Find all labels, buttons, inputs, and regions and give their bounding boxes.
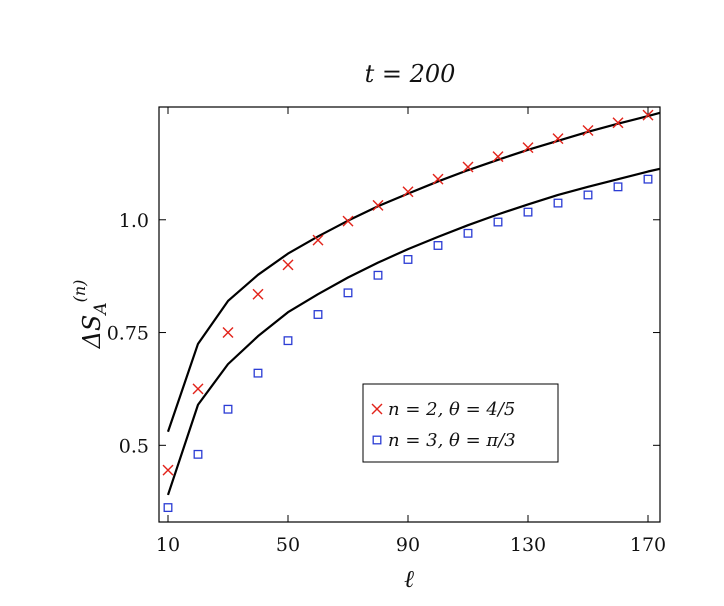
data-point-series-1 — [222, 327, 234, 339]
y-tick-label: 0.5 — [119, 435, 149, 457]
fit-curve-2 — [166, 167, 661, 496]
data-point-series-1 — [162, 464, 174, 476]
data-point-series-1 — [372, 199, 384, 211]
legend-marker-2 — [372, 435, 382, 445]
fit-curves — [166, 111, 661, 496]
data-point-series-1 — [582, 124, 594, 136]
data-point-series-2 — [283, 336, 293, 346]
data-point-series-1 — [432, 173, 444, 185]
data-point-series-2 — [313, 310, 323, 319]
data-point-series-1 — [522, 142, 534, 154]
data-point-series-1 — [462, 161, 474, 173]
fit-curve-1 — [166, 111, 661, 433]
x-tick-label: 90 — [396, 534, 420, 556]
data-point-series-2 — [253, 368, 263, 378]
data-point-series-1 — [492, 151, 504, 163]
data-point-series-1 — [402, 186, 414, 198]
legend: n = 2, θ = 4/5 n = 3, θ = π/3 — [362, 383, 559, 463]
x-axis-label: ℓ — [404, 565, 414, 593]
legend-label-1: n = 2, θ = 4/5 — [388, 399, 515, 420]
data-point-series-1 — [612, 117, 624, 129]
data-point-series-1 — [282, 259, 294, 271]
data-point-series-1 — [552, 133, 564, 145]
chart-title: t = 200 — [365, 60, 456, 88]
x-tick-label: 50 — [276, 534, 300, 556]
data-point-series-1 — [252, 288, 264, 300]
legend-box — [362, 383, 559, 463]
data-point-series-2 — [433, 241, 443, 250]
data-point-series-2 — [193, 449, 203, 459]
x-tick-label: 170 — [630, 534, 666, 556]
data-point-series-2 — [553, 198, 563, 208]
data-point-series-1 — [342, 215, 354, 227]
data-point-series-1 — [192, 383, 204, 395]
data-point-series-2 — [493, 217, 503, 227]
data-markers — [162, 109, 654, 513]
plot-frame — [158, 106, 661, 523]
data-point-series-1 — [642, 109, 654, 121]
data-point-series-2 — [343, 288, 353, 298]
data-point-series-2 — [163, 503, 173, 513]
ticks: 10 50 90 130 170 0.5 0.75 1.0 — [107, 107, 666, 556]
x-tick-label: 10 — [156, 534, 180, 556]
data-point-series-2 — [523, 207, 533, 217]
data-point-series-2 — [583, 190, 593, 200]
data-point-series-1 — [312, 234, 324, 246]
data-point-series-2 — [463, 228, 473, 238]
data-point-series-2 — [613, 182, 623, 192]
data-point-series-2 — [373, 270, 383, 280]
data-point-series-2 — [403, 255, 413, 264]
y-tick-label: 1.0 — [119, 210, 149, 232]
y-axis-label: ΔSA(n) — [70, 280, 111, 350]
x-tick-label: 130 — [510, 534, 546, 556]
legend-marker-1 — [371, 403, 383, 415]
data-point-series-2 — [223, 404, 233, 414]
legend-label-2: n = 3, θ = π/3 — [388, 430, 516, 451]
y-tick-label: 0.75 — [107, 323, 149, 345]
data-point-series-2 — [643, 174, 653, 184]
